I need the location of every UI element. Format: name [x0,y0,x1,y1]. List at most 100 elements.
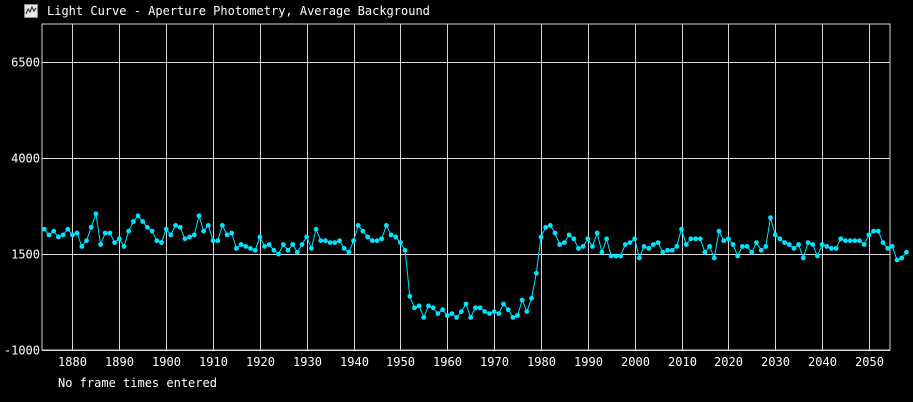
data-point [41,226,47,232]
data-point [894,257,900,263]
data-point [248,246,253,251]
data-point [116,236,122,242]
data-point [590,244,595,249]
data-point [683,242,689,247]
data-point [904,249,909,255]
data-point [491,309,497,314]
status-footer: No frame times entered [58,376,217,390]
data-point [805,240,811,246]
data-point [458,309,464,314]
data-point [772,232,778,238]
data-point [262,244,267,249]
data-point [145,224,150,230]
data-point [800,255,806,261]
series-group [41,211,909,320]
data-point [594,230,600,236]
data-point [369,238,375,244]
data-point [102,230,108,236]
data-point [79,244,85,249]
x-tick-label: 1920 [246,355,275,369]
x-tick-label: 1890 [105,355,134,369]
data-point [299,242,305,247]
data-point [477,305,483,311]
data-point [149,228,155,234]
data-point [412,305,417,311]
data-point [280,242,286,247]
data-point [571,236,577,242]
data-point [112,240,117,246]
data-point [229,230,235,236]
window-title-bar: Light Curve - Aperture Photometry, Avera… [0,0,913,24]
data-point [163,226,169,232]
data-point [566,232,572,238]
data-point [187,234,193,240]
data-point [173,223,178,228]
data-point [159,240,164,246]
data-point [182,236,188,242]
data-point [266,242,272,247]
data-point [711,255,717,261]
data-point [604,236,609,242]
data-point [65,226,71,232]
data-point [763,244,769,249]
data-point [749,249,755,255]
window-title: Light Curve - Aperture Photometry, Avera… [47,4,430,18]
data-point [871,228,876,234]
data-point [519,297,525,303]
data-point [346,249,352,255]
x-tick-label: 1900 [152,355,181,369]
data-point [351,238,356,244]
data-point [838,236,844,242]
x-tick-label: 1950 [386,355,415,369]
x-tick-label: 1970 [480,355,509,369]
data-point [121,244,127,249]
data-point [444,313,450,318]
data-point [131,219,136,224]
light-curve-app-icon[interactable] [24,4,38,18]
data-point [215,238,221,244]
data-point [646,246,652,251]
data-point [660,249,666,255]
x-tick-label: 2040 [808,355,837,369]
data-point [885,246,891,251]
data-point [220,223,225,228]
data-point [355,223,361,228]
data-point [60,232,66,238]
data-point [374,238,380,244]
data-point [735,253,741,259]
data-point [627,240,633,246]
x-tick-label: 1990 [574,355,603,369]
data-point [196,213,202,219]
data-point [524,309,530,314]
data-point [379,236,385,242]
data-point [177,224,183,230]
data-point [496,311,502,316]
data-point [636,255,642,261]
data-point [70,232,75,238]
data-point [201,228,207,234]
data-point [543,224,548,230]
data-point [271,247,277,253]
data-point [791,246,797,251]
data-point [88,224,94,230]
x-tick-label: 2020 [714,355,743,369]
data-point [538,234,544,240]
data-point [702,249,708,255]
data-point [154,238,160,244]
data-point [613,253,619,259]
data-point [323,238,328,244]
data-point [744,244,750,249]
data-point [421,315,427,320]
data-point [515,313,520,318]
data-point [501,301,506,307]
data-point [435,311,441,316]
y-tick-label: 1500 [11,248,40,262]
data-point [327,240,333,246]
data-point [360,228,366,234]
data-point [473,305,478,311]
data-point [880,240,886,246]
data-point [205,223,211,228]
data-point [899,255,905,261]
x-tick-label: 1930 [293,355,322,369]
